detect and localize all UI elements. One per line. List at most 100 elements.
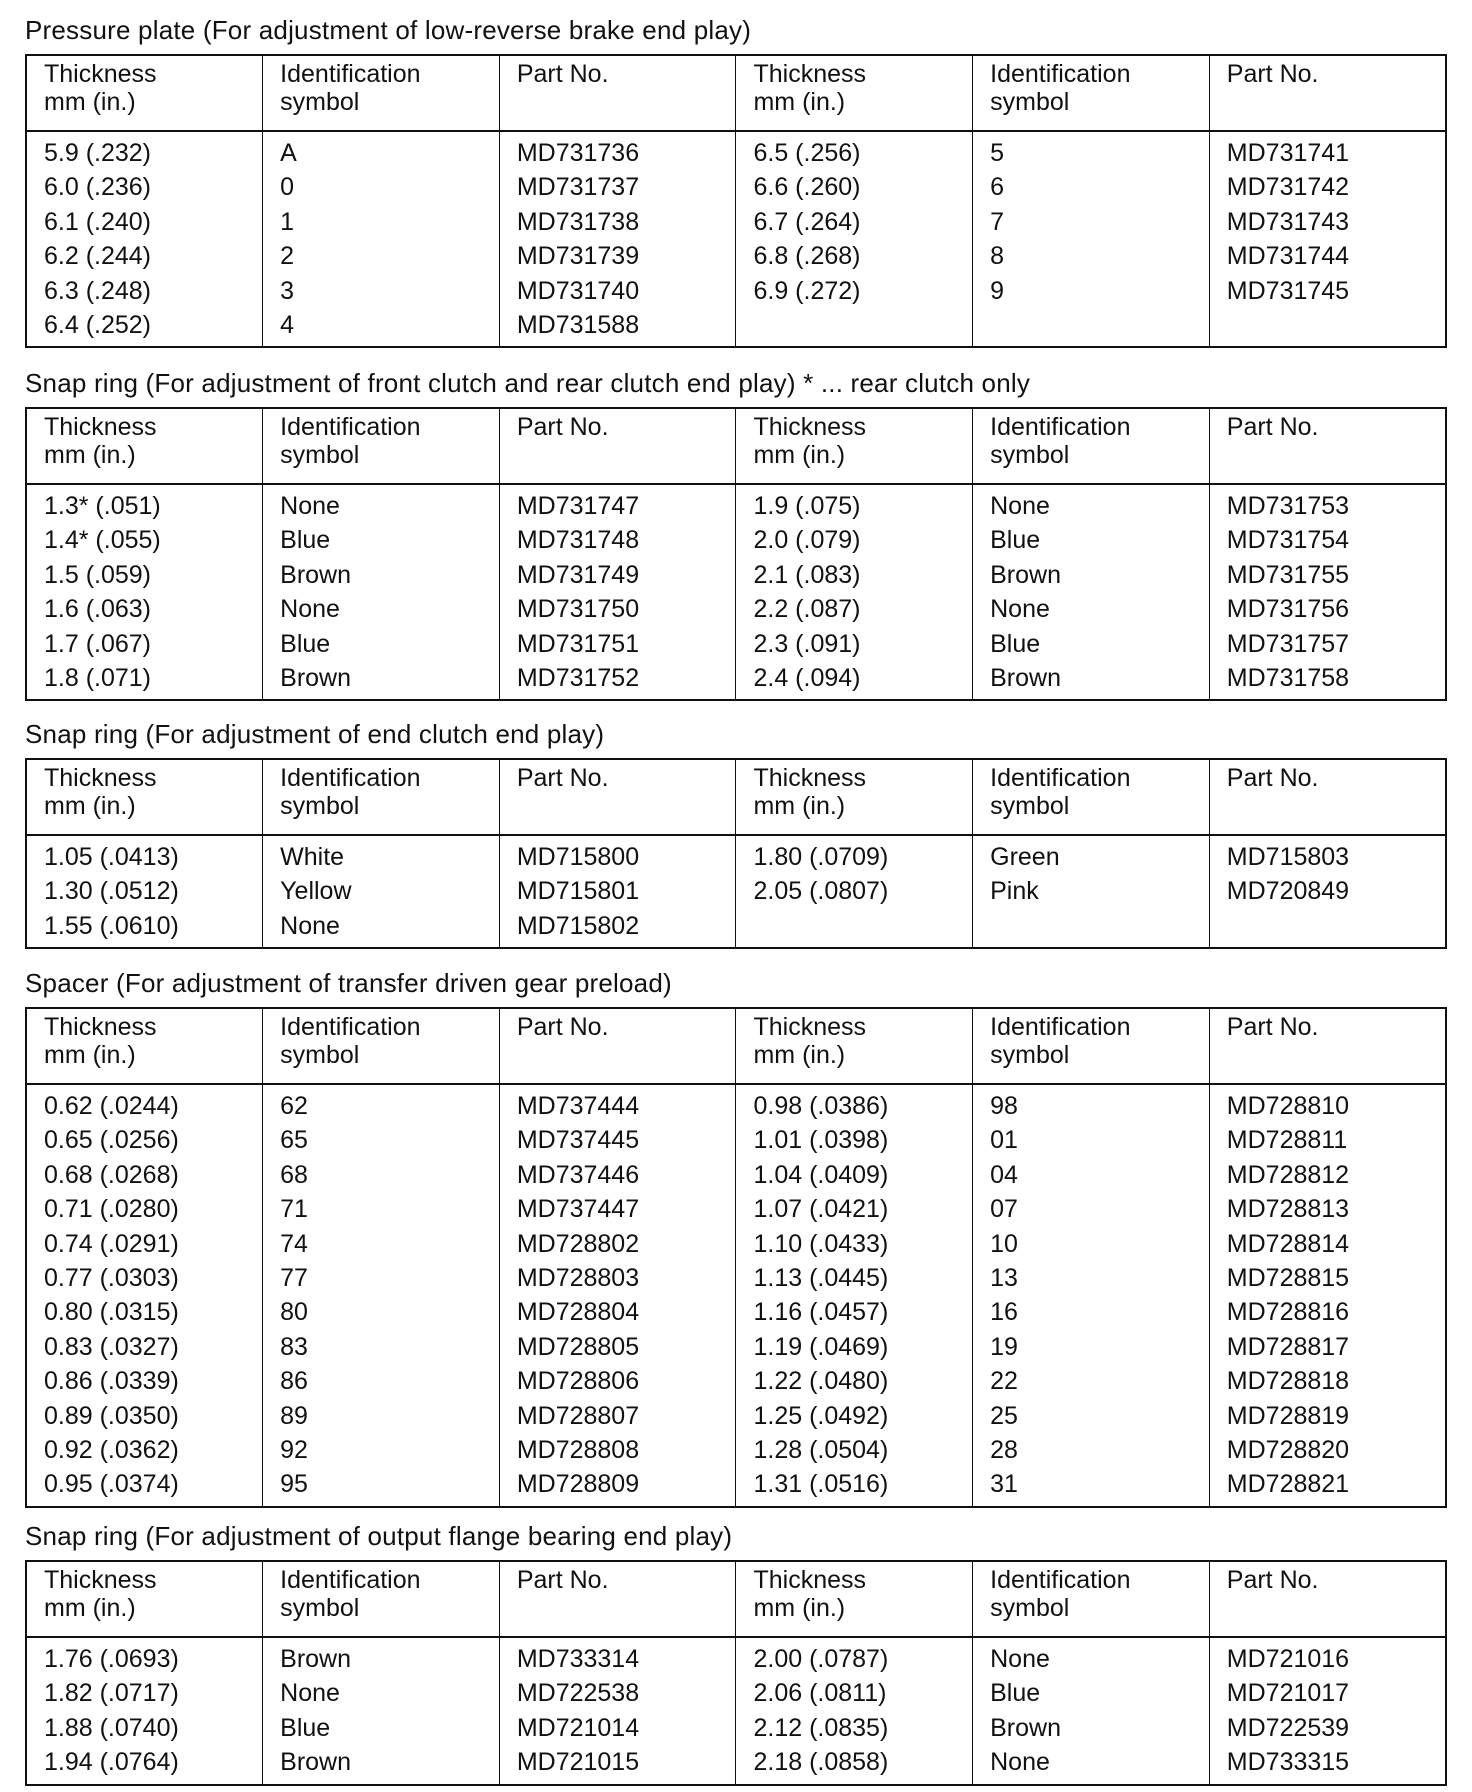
part-no-cell: MD720849 bbox=[1208, 874, 1446, 909]
column-header: Thickness mm (in.) bbox=[26, 55, 263, 132]
id-symbol-cell: 86 bbox=[262, 1364, 500, 1399]
thickness-cell: 6.8 (.268) bbox=[735, 239, 973, 274]
part-no-cell: MD728805 bbox=[498, 1329, 736, 1365]
thickness-cell: 1.82 (.0717) bbox=[44, 1679, 179, 1708]
id-symbol-cell: None bbox=[972, 592, 1210, 627]
thickness-cell: 1.13 (.0445) bbox=[735, 1261, 973, 1296]
column-header: Thickness mm (in.) bbox=[26, 1561, 263, 1638]
part-no-cell: MD721015 bbox=[498, 1745, 736, 1785]
part-no-cell: MD728806 bbox=[498, 1364, 736, 1399]
id-symbol-cell: Blue bbox=[972, 523, 1210, 558]
thickness-cell: 1.9 (.075) bbox=[735, 484, 973, 524]
part-no-cell bbox=[1208, 908, 1446, 949]
part-no-cell: MD731738 bbox=[498, 204, 736, 240]
id-symbol-cell: 62 bbox=[262, 1084, 500, 1124]
part-no-cell: MD728818 bbox=[1208, 1364, 1446, 1399]
table-row: 1.55 (.0610) None MD715802 bbox=[26, 908, 1446, 949]
part-no-cell: MD722539 bbox=[1208, 1710, 1446, 1746]
id-symbol-cell: None bbox=[972, 1637, 1210, 1677]
part-no-cell: MD721017 bbox=[1208, 1676, 1446, 1711]
thickness-cell: 2.06 (.0811) bbox=[735, 1676, 973, 1711]
header-row: Thickness mm (in.) Identification symbol Par… bbox=[26, 1008, 1446, 1085]
column-header: Part No. bbox=[1208, 408, 1446, 485]
column-header: Identification symbol bbox=[262, 55, 500, 132]
thickness-cell: 0.71 (.0280) bbox=[44, 1195, 179, 1224]
id-symbol-cell: None bbox=[262, 592, 500, 627]
id-symbol-cell: 22 bbox=[972, 1364, 1210, 1399]
thickness-cell: 1.3* (.051) bbox=[44, 492, 161, 520]
part-no-cell: MD715803 bbox=[1208, 835, 1446, 875]
id-symbol-cell: 95 bbox=[262, 1467, 500, 1507]
thickness-cell: 0.80 (.0315) bbox=[44, 1298, 179, 1327]
thickness-cell: 0.86 (.0339) bbox=[44, 1367, 179, 1396]
table-row: 0.83 (.0327) 83 MD728805 1.19 (.0469) 19 MD72… bbox=[26, 1329, 1446, 1365]
section-snap-ring-front-rear-clutch: Snap ring (For adjustment of front clutc… bbox=[25, 365, 1447, 702]
column-header: Part No. bbox=[498, 1008, 736, 1085]
column-header: Part No. bbox=[1208, 1008, 1446, 1085]
id-symbol-cell: 9 bbox=[972, 273, 1210, 309]
id-symbol-cell: Brown bbox=[262, 557, 500, 593]
thickness-cell: 1.94 (.0764) bbox=[44, 1748, 179, 1777]
thickness-cell: 1.4* (.055) bbox=[44, 526, 161, 555]
table-row: 1.05 (.0413) White MD715800 1.80 (.0709) Gre… bbox=[26, 835, 1446, 875]
part-no-cell: MD728804 bbox=[498, 1295, 736, 1330]
part-no-cell: MD733314 bbox=[498, 1637, 736, 1677]
id-symbol-cell: A bbox=[262, 131, 500, 171]
thickness-cell: 1.8 (.071) bbox=[44, 664, 152, 693]
thickness-cell: 2.1 (.083) bbox=[735, 557, 973, 593]
part-no-cell: MD731741 bbox=[1208, 131, 1446, 171]
part-no-cell: MD731742 bbox=[1208, 170, 1446, 205]
thickness-cell: 2.12 (.0835) bbox=[735, 1710, 973, 1746]
table-row: 1.7 (.067) Blue MD731751 2.3 (.091) Blue MD73… bbox=[26, 626, 1446, 662]
part-no-cell: MD731750 bbox=[498, 592, 736, 627]
id-symbol-cell: Blue bbox=[262, 1710, 500, 1746]
column-header: Thickness mm (in.) bbox=[735, 759, 973, 836]
id-symbol-cell: Brown bbox=[262, 1745, 500, 1785]
table-row: 0.89 (.0350) 89 MD728807 1.25 (.0492) 25 MD72… bbox=[26, 1398, 1446, 1434]
id-symbol-cell: Brown bbox=[972, 1710, 1210, 1746]
table-row: 0.62 (.0244) 62 MD737444 0.98 (.0386) 98 MD72… bbox=[26, 1084, 1446, 1124]
table-row: 1.82 (.0717) None MD722538 2.06 (.0811) Blue… bbox=[26, 1676, 1446, 1711]
thickness-cell: 1.55 (.0610) bbox=[44, 911, 179, 940]
id-symbol-cell: 10 bbox=[972, 1226, 1210, 1262]
parts-table: Thickness mm (in.) Identification symbol Par… bbox=[25, 1560, 1447, 1786]
part-no-cell: MD728813 bbox=[1208, 1192, 1446, 1227]
column-header: Identification symbol bbox=[972, 1008, 1210, 1085]
table-title: Snap ring (For adjustment of output flan… bbox=[25, 1521, 733, 1551]
thickness-cell: 2.0 (.079) bbox=[735, 523, 973, 558]
id-symbol-cell: Brown bbox=[262, 661, 500, 701]
thickness-cell: 1.05 (.0413) bbox=[44, 843, 179, 871]
id-symbol-cell: None bbox=[262, 1676, 500, 1711]
table-row: 0.80 (.0315) 80 MD728804 1.16 (.0457) 16 MD72… bbox=[26, 1295, 1446, 1330]
id-symbol-cell: Blue bbox=[972, 1676, 1210, 1711]
table-row: 1.88 (.0740) Blue MD721014 2.12 (.0835) Brow… bbox=[26, 1710, 1446, 1746]
thickness-cell: 2.2 (.087) bbox=[735, 592, 973, 627]
id-symbol-cell: 71 bbox=[262, 1192, 500, 1227]
id-symbol-cell: 5 bbox=[972, 131, 1210, 171]
part-no-cell: MD731747 bbox=[498, 484, 736, 524]
thickness-cell: 6.0 (.236) bbox=[44, 173, 152, 202]
table-row: 1.30 (.0512) Yellow MD715801 2.05 (.0807) Pi… bbox=[26, 874, 1446, 909]
thickness-cell: 0.95 (.0374) bbox=[44, 1470, 179, 1499]
part-no-cell: MD737446 bbox=[498, 1157, 736, 1193]
section-snap-ring-output-flange: Snap ring (For adjustment of output flan… bbox=[25, 1518, 1447, 1786]
id-symbol-cell: 3 bbox=[262, 273, 500, 309]
header-row: Thickness mm (in.) Identification symbol Par… bbox=[26, 759, 1446, 836]
part-no-cell: MD731736 bbox=[498, 131, 736, 171]
part-no-cell: MD731743 bbox=[1208, 204, 1446, 240]
part-no-cell: MD731756 bbox=[1208, 592, 1446, 627]
thickness-cell: 1.16 (.0457) bbox=[735, 1295, 973, 1330]
thickness-cell: 1.7 (.067) bbox=[44, 629, 152, 658]
thickness-cell: 1.6 (.063) bbox=[44, 595, 152, 624]
table-row: 1.76 (.0693) Brown MD733314 2.00 (.0787) Non… bbox=[26, 1637, 1446, 1677]
id-symbol-cell: 89 bbox=[262, 1398, 500, 1434]
thickness-cell bbox=[735, 908, 973, 949]
id-symbol-cell: 8 bbox=[972, 239, 1210, 274]
table-row: 0.95 (.0374) 95 MD728809 1.31 (.0516) 31 MD72… bbox=[26, 1467, 1446, 1507]
part-no-cell: MD731745 bbox=[1208, 273, 1446, 309]
column-header: Identification symbol bbox=[262, 1561, 500, 1638]
part-no-cell: MD728812 bbox=[1208, 1157, 1446, 1193]
thickness-cell: 2.00 (.0787) bbox=[735, 1637, 973, 1677]
thickness-cell: 6.1 (.240) bbox=[44, 207, 152, 236]
column-header: Part No. bbox=[1208, 759, 1446, 836]
